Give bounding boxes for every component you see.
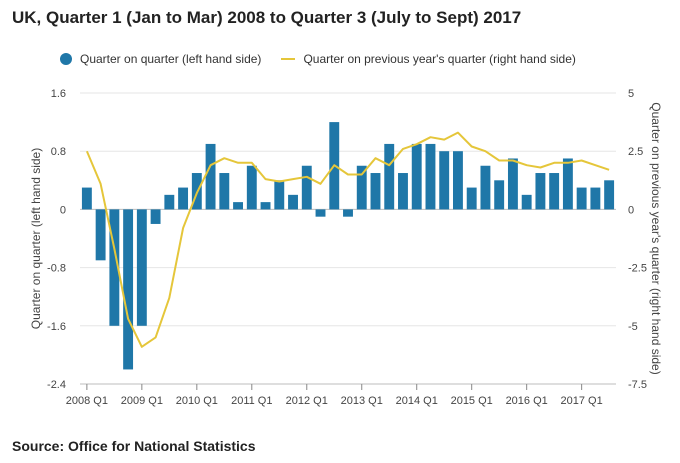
- bar: [288, 194, 298, 210]
- y-tick-left: -1.6: [47, 321, 66, 333]
- bar: [95, 209, 106, 261]
- y-tick-left: 0: [60, 204, 66, 216]
- bar: [439, 151, 450, 210]
- bar: [246, 165, 257, 210]
- bar: [109, 209, 120, 326]
- bar: [164, 194, 175, 210]
- bar: [384, 143, 395, 210]
- x-tick-label: 2016 Q1: [506, 395, 548, 407]
- bar: [178, 187, 189, 210]
- bar: [343, 209, 353, 217]
- x-tick-label: 2013 Q1: [341, 395, 383, 407]
- source-note: Source: Office for National Statistics: [12, 438, 256, 454]
- y-tick-left: 0.8: [51, 146, 66, 158]
- series-line: [85, 131, 610, 348]
- legend: Quarter on quarter (left hand side) Quar…: [60, 52, 596, 66]
- bar: [535, 173, 546, 210]
- bar: [301, 165, 312, 210]
- y-axis-title-left: Quarter on quarter (left hand side): [29, 148, 43, 329]
- legend-item-quarter-on-quarter[interactable]: Quarter on quarter (left hand side): [60, 52, 261, 66]
- bar: [81, 187, 92, 210]
- bar: [205, 143, 216, 210]
- bar: [356, 165, 367, 210]
- y-tick-left: -2.4: [47, 379, 66, 391]
- y-tick-left: 1.6: [51, 88, 66, 100]
- legend-label-line: Quarter on previous year's quarter (righ…: [303, 52, 576, 66]
- x-tick-label: 2015 Q1: [451, 395, 493, 407]
- x-tick-label: 2017 Q1: [561, 395, 603, 407]
- legend-swatch-bar: [60, 53, 72, 65]
- x-tick-label: 2008 Q1: [66, 395, 108, 407]
- bar: [604, 180, 615, 210]
- bar: [136, 209, 147, 326]
- y-tick-right: 2.5: [628, 146, 643, 158]
- y-axis-title-right: Quarter on previous year's quarter (righ…: [649, 102, 663, 374]
- y-tick-right: 0: [628, 204, 634, 216]
- y-tick-right: -5: [628, 321, 638, 333]
- bar: [549, 173, 560, 210]
- legend-item-previous-year[interactable]: Quarter on previous year's quarter (righ…: [281, 52, 576, 66]
- bar: [370, 173, 381, 210]
- bar: [150, 209, 161, 224]
- y-tick-left: -0.8: [47, 263, 66, 275]
- bar: [494, 180, 505, 210]
- legend-swatch-line: [281, 58, 296, 60]
- bar: [219, 173, 230, 210]
- x-tick-label: 2012 Q1: [286, 395, 328, 407]
- bar: [398, 173, 408, 210]
- bar: [562, 158, 573, 210]
- bar: [480, 165, 491, 210]
- bar: [507, 158, 518, 210]
- bar: [233, 202, 243, 210]
- x-tick-label: 2009 Q1: [121, 395, 163, 407]
- bar: [274, 180, 285, 210]
- bar: [576, 187, 587, 210]
- chart-title: UK, Quarter 1 (Jan to Mar) 2008 to Quart…: [12, 8, 522, 27]
- bar: [260, 202, 271, 210]
- bar: [521, 194, 532, 210]
- bar: [425, 143, 436, 210]
- bar: [315, 209, 326, 217]
- legend-label-bar: Quarter on quarter (left hand side): [80, 52, 262, 66]
- y-tick-right: -2.5: [628, 263, 647, 275]
- bar: [123, 209, 134, 370]
- x-tick-label: 2010 Q1: [176, 395, 218, 407]
- y-tick-right: -7.5: [628, 379, 647, 391]
- bar: [590, 187, 601, 210]
- y-tick-right: 5: [628, 88, 634, 100]
- x-tick-label: 2011 Q1: [231, 395, 272, 407]
- chart-plot: 1.6 0.8 0 -0.8 -1.6 -2.4 5 2.5 0 -2.5 -5 -7.5 2008 Q…: [29, 88, 663, 407]
- bar: [453, 151, 463, 210]
- x-tick-label: 2014 Q1: [396, 395, 438, 407]
- bar: [466, 187, 477, 210]
- bar: [411, 143, 422, 210]
